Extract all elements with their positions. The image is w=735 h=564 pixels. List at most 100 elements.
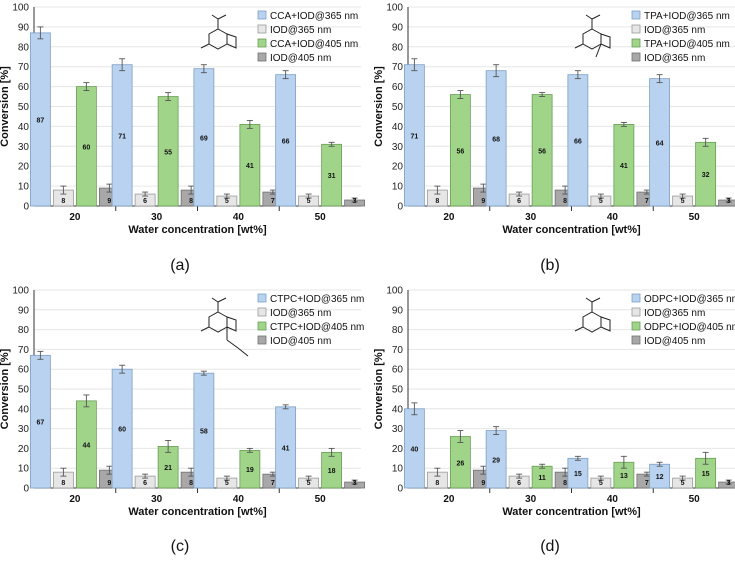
legend-entry: CTPC+IOD@405 nm [270,322,364,333]
data-label: 56 [538,148,546,155]
legend-swatch [631,307,641,317]
legend-swatch [257,10,267,20]
y-tick-label: 10 [392,182,404,193]
legend-entry: CCA+IOD@405 nm [270,39,358,50]
y-tick-label: 40 [392,122,404,133]
y-tick-label: 80 [392,42,404,53]
legend-swatch [257,335,267,345]
y-axis-title: Conversion [%] [373,348,385,429]
hydroxyl-bond [591,297,601,303]
y-tick-label: 40 [392,404,404,415]
legend-swatch [631,24,641,34]
y-tick-label: 70 [18,62,30,73]
ctpc-structure-icon [200,297,249,357]
keto-bond [574,43,584,49]
legend-swatch [257,321,267,331]
x-tick-label: 50 [315,494,327,505]
data-label: 6 [143,198,147,205]
data-label: 5 [681,198,685,205]
data-label: 8 [435,480,439,487]
data-label: 18 [328,468,336,475]
fused-ring-bond [226,316,237,332]
data-label: 15 [702,471,710,478]
fused-ring-bond [226,33,237,49]
ring-bond [208,311,228,333]
y-tick-label: 20 [18,162,30,173]
x-tick-label: 20 [443,494,455,505]
legend-swatch [257,38,267,48]
y-tick-label: 90 [18,305,30,316]
y-tick-label: 60 [392,365,404,376]
data-label: 9 [481,480,485,487]
data-label: 21 [164,465,172,472]
y-tick-label: 10 [392,464,404,475]
y-tick-label: 30 [392,142,404,153]
y-tick-label: 30 [392,424,404,435]
data-label: 67 [36,420,44,427]
chart-panel-a: 0102030405060708090100208786093071655840… [0,3,366,274]
data-label: 12 [656,474,664,481]
data-label: 31 [328,173,336,180]
fused-ring-bond [600,33,611,49]
data-label: 5 [599,480,603,487]
data-label: 87 [36,117,44,124]
hydroxyl-bond [217,297,227,303]
data-label: 11 [538,475,546,482]
y-tick-label: 60 [392,82,404,93]
legend-swatch [631,10,641,20]
x-tick-label: 30 [151,212,163,223]
data-label: 7 [645,480,649,487]
data-label: 8 [61,198,65,205]
data-label: 8 [189,480,193,487]
ring-bond [582,28,602,50]
data-label: 3 [727,480,731,487]
legend-entry: IOD@365 nm [270,308,331,319]
data-label: 5 [307,198,311,205]
legend-entry: ODPC+IOD@405 nm [644,322,735,333]
data-label: 5 [307,480,311,487]
keto-bond [200,43,210,49]
y-tick-label: 40 [18,404,30,415]
y-tick-label: 90 [392,305,404,316]
tpa-structure-icon [574,14,611,58]
data-label: 44 [82,442,90,449]
data-label: 7 [271,480,275,487]
hydroxyl-bond [591,14,601,20]
data-label: 3 [353,480,357,487]
data-label: 6 [517,480,521,487]
data-label: 69 [200,135,208,142]
legend-entry: IOD@365 nm [270,25,331,36]
chart-panel-b: 0 10 20 30 40 50 60 70 80 90 100 20 71 8 56 9 30 68 6 56 8 40… [373,3,735,274]
x-tick-label: 40 [233,212,245,223]
legend-entry: IOD@405 nm [270,53,331,64]
y-axis-title: Conversion [%] [0,348,11,429]
legend-entry: TPA+IOD@405 nm [644,39,730,50]
legend-swatch [631,321,641,331]
y-tick-label: 50 [392,385,404,396]
side-chain-bond [237,347,249,357]
carbonyl-bond [585,297,593,303]
x-tick-label: 40 [233,494,245,505]
y-tick-label: 20 [392,444,404,455]
hydroxyl-bond [217,14,227,20]
y-tick-label: 100 [12,3,29,14]
carbonyl-bond [585,14,593,20]
data-label: 8 [61,480,65,487]
y-tick-label: 10 [18,182,30,193]
chart-panel-c: 0 10 20 30 40 50 60 70 80 90 100 20 67 8 44 9 30 60 6 21 8 40… [0,286,366,555]
y-tick-label: 20 [18,444,30,455]
data-label: 5 [681,480,685,487]
panel-label: (c) [171,538,190,555]
data-label: 3 [727,198,731,205]
y-tick-label: 80 [392,325,404,336]
y-tick-label: 60 [18,365,30,376]
chart-panel-d: 0 10 20 30 40 50 60 70 80 90 100 20 40 8 26 9 30 29 6 11 8 40… [373,286,735,555]
ring-bond [208,28,228,50]
data-label: 15 [574,471,582,478]
data-label: 8 [189,198,193,205]
y-tick-label: 0 [397,484,403,495]
legend-swatch [631,335,641,345]
y-tick-label: 10 [18,464,30,475]
